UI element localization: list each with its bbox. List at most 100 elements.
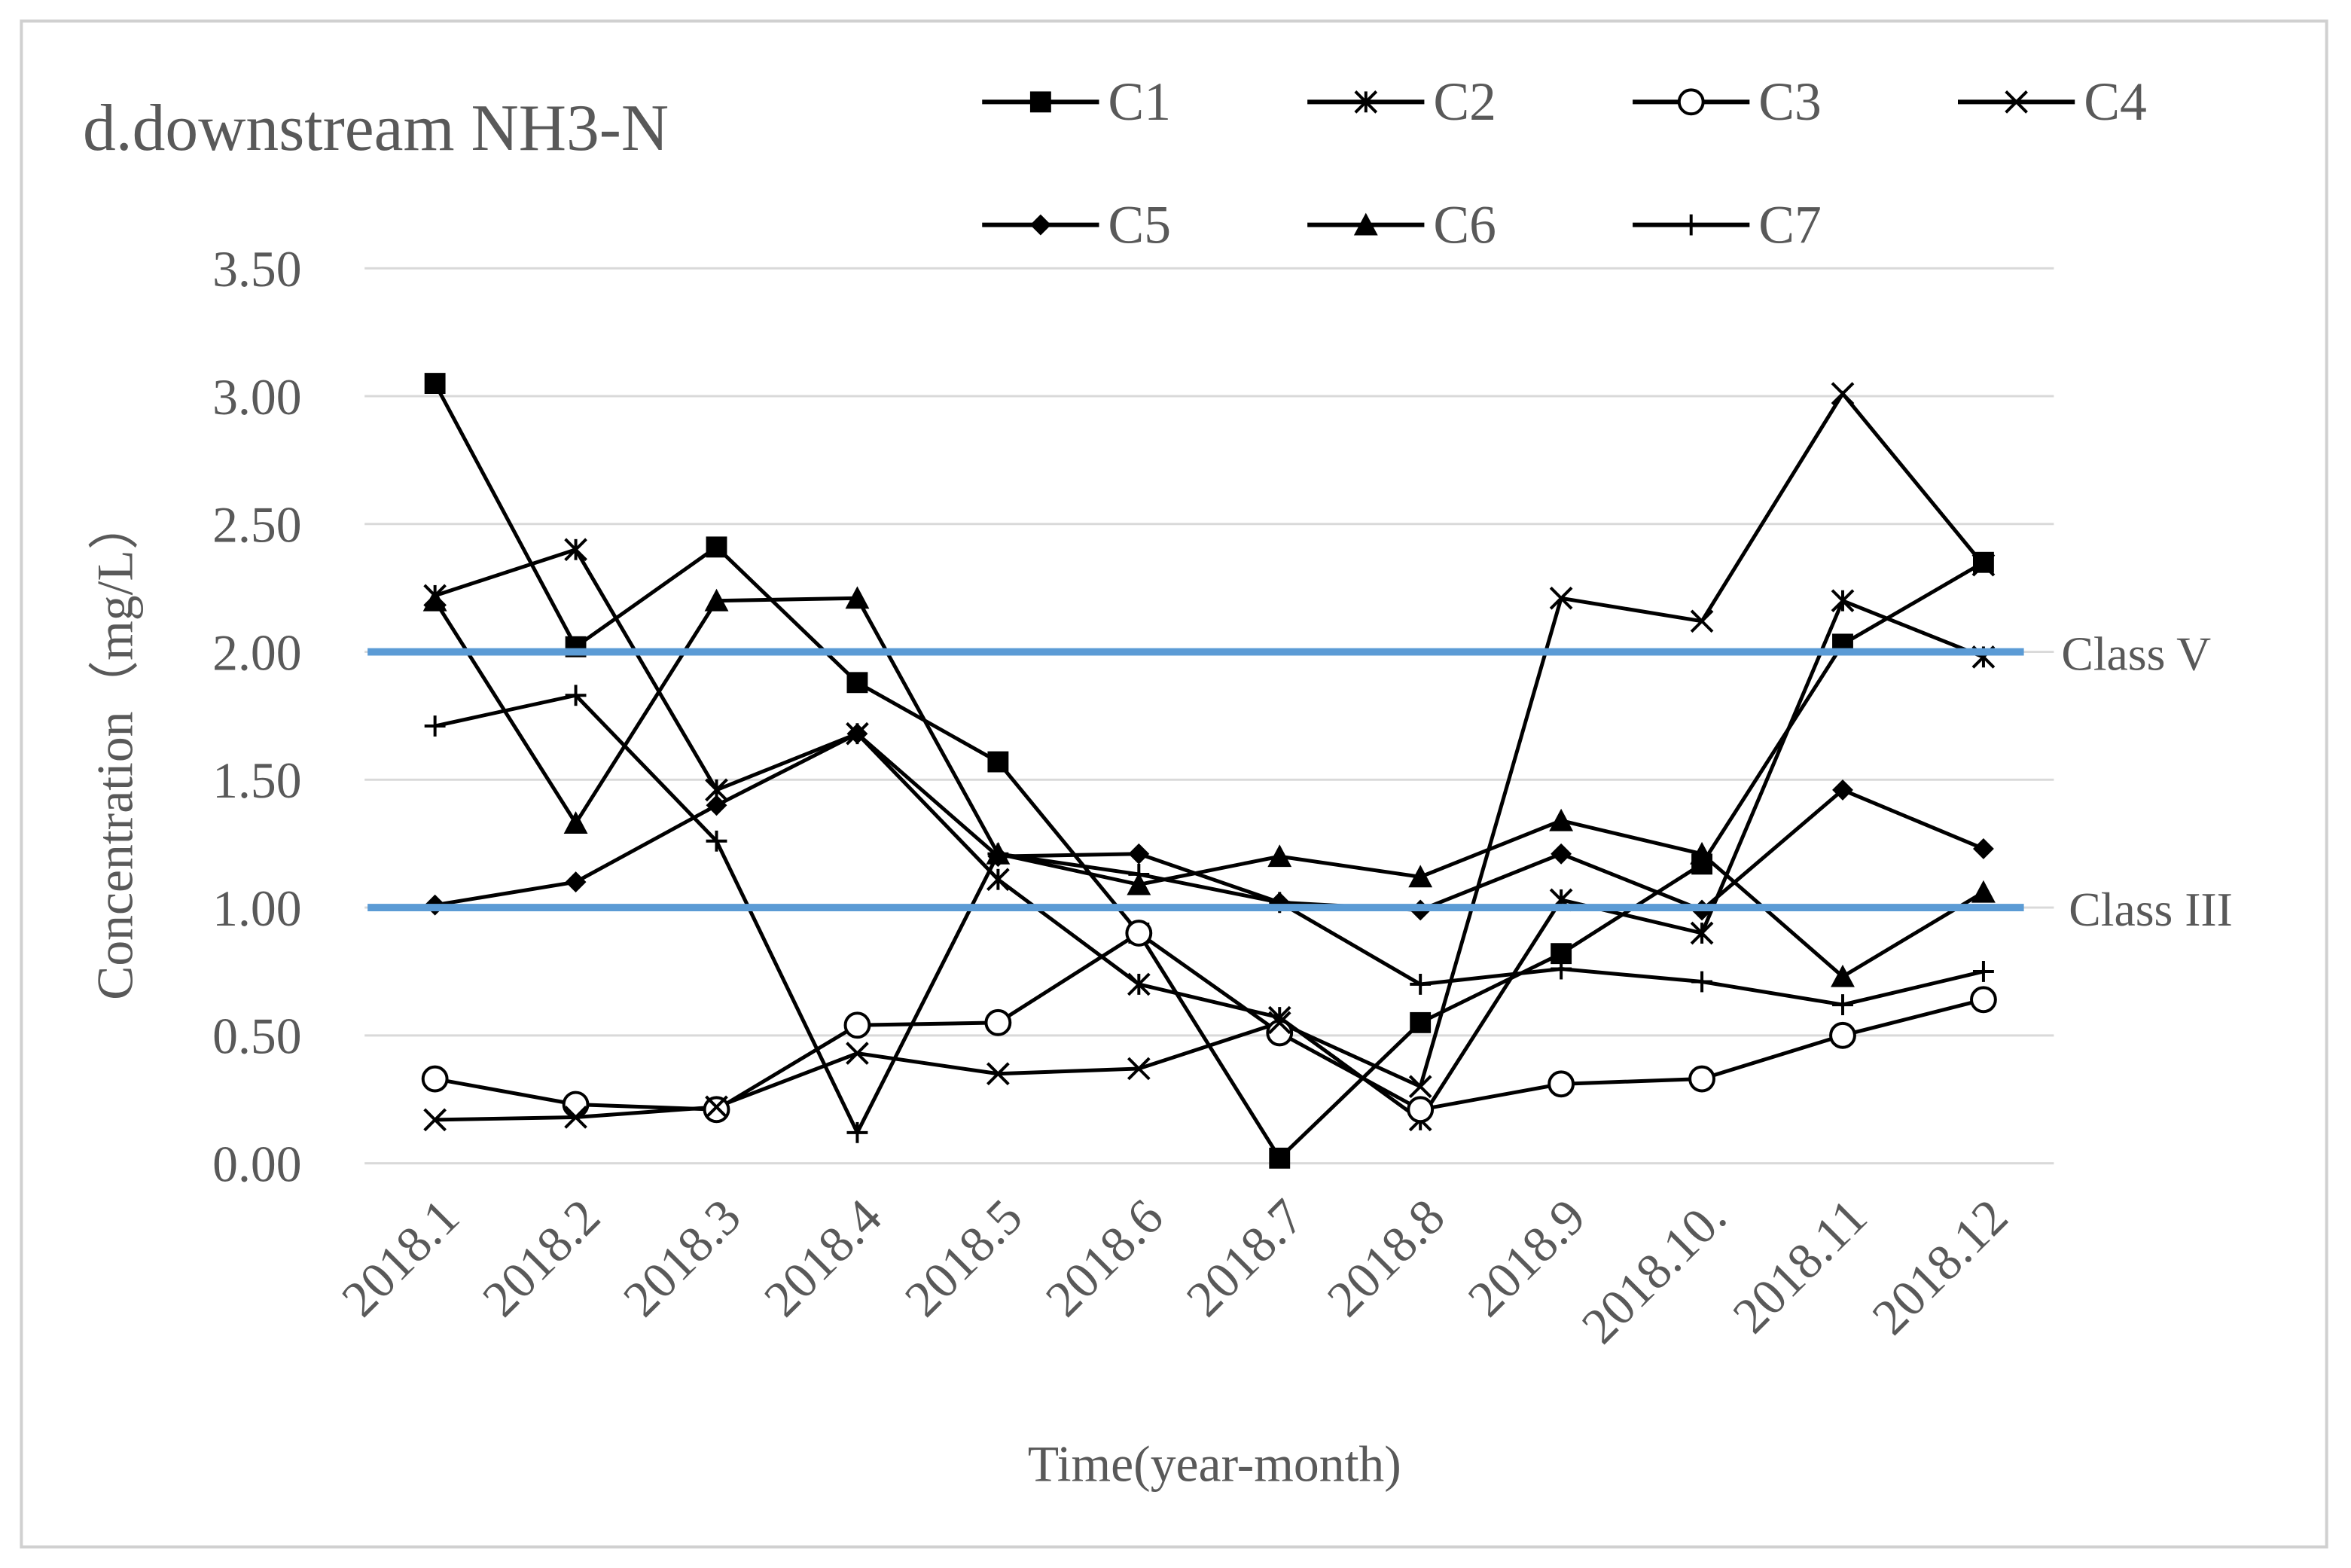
y-tick-label: 2.50	[212, 497, 301, 554]
y-tick-label: 0.50	[212, 1008, 301, 1065]
marker	[1549, 586, 1573, 610]
marker	[1128, 843, 1150, 865]
marker	[2005, 90, 2028, 114]
marker-part	[1127, 1057, 1151, 1081]
marker	[563, 811, 588, 834]
reference-label: Class III	[2069, 883, 2233, 936]
marker	[705, 1095, 728, 1119]
marker-part	[1829, 1021, 1856, 1049]
marker	[1677, 88, 1705, 116]
marker	[562, 1091, 590, 1118]
marker	[1551, 843, 1572, 865]
marker	[703, 1096, 730, 1124]
marker	[1354, 90, 1378, 114]
y-axis-title: Concentration（mg/L）	[87, 499, 144, 1000]
marker	[424, 373, 446, 395]
marker	[1691, 971, 1712, 993]
marker-part	[1831, 382, 1855, 405]
marker-part	[843, 1011, 871, 1039]
marker-part	[1831, 964, 1855, 987]
marker-part	[423, 1108, 447, 1132]
marker	[1408, 865, 1433, 888]
marker	[1125, 920, 1153, 947]
legend-label: C2	[1433, 72, 1496, 132]
marker-part	[564, 1106, 587, 1129]
series-line	[433, 596, 1985, 979]
marker	[984, 1008, 1012, 1036]
legend-label: C5	[1108, 195, 1171, 255]
marker	[987, 751, 1009, 773]
chart-border	[20, 19, 2328, 1549]
marker	[1972, 551, 1994, 573]
marker-part	[706, 795, 727, 816]
marker	[1408, 1075, 1432, 1099]
marker-part	[1971, 880, 1996, 903]
marker-part	[1269, 1147, 1291, 1169]
marker-part	[846, 1042, 869, 1065]
marker-part	[1407, 1096, 1435, 1124]
marker-part	[1548, 1070, 1575, 1098]
marker-part	[1353, 212, 1378, 236]
marker-part	[562, 1091, 590, 1118]
legend-label: C3	[1758, 72, 1822, 132]
y-tick-label: 1.50	[212, 752, 301, 809]
marker	[564, 1106, 587, 1129]
marker	[1549, 808, 1574, 831]
marker-part	[1690, 609, 1714, 633]
marker	[1029, 91, 1051, 113]
marker	[1127, 972, 1151, 996]
marker-part	[1690, 841, 1714, 865]
marker	[1680, 214, 1702, 236]
marker	[706, 795, 727, 816]
marker	[1127, 1057, 1151, 1081]
marker	[846, 672, 868, 694]
marker	[1353, 212, 1378, 236]
marker-part	[706, 536, 727, 558]
marker	[846, 1042, 869, 1065]
marker-part	[1971, 553, 1996, 577]
marker-part	[1125, 920, 1153, 947]
legend-label: C6	[1433, 195, 1496, 255]
marker	[987, 843, 1009, 865]
marker	[1029, 214, 1051, 236]
legend-label: C7	[1758, 195, 1822, 255]
marker-part	[705, 1095, 728, 1119]
marker	[1832, 779, 1853, 801]
series-line	[435, 693, 1984, 1137]
marker	[1690, 609, 1714, 633]
marker	[1832, 994, 1853, 1016]
marker-part	[1677, 88, 1705, 116]
marker-part	[1970, 986, 1997, 1014]
marker	[1831, 964, 1855, 987]
y-tick-label: 0.00	[212, 1136, 301, 1192]
marker	[1128, 863, 1150, 885]
series-line	[434, 547, 1984, 1123]
marker-part	[1551, 843, 1572, 865]
marker	[565, 685, 587, 706]
marker-part	[1410, 1011, 1432, 1033]
marker-part	[1029, 214, 1051, 236]
marker	[423, 1108, 447, 1132]
marker	[424, 715, 446, 737]
marker-part	[1832, 779, 1853, 801]
marker	[1971, 553, 1996, 577]
series-line	[435, 390, 1985, 1122]
marker-part	[1408, 865, 1433, 888]
y-tick-label: 2.00	[212, 624, 301, 681]
marker	[845, 586, 870, 609]
marker	[1269, 1147, 1291, 1169]
marker-part	[424, 373, 446, 395]
marker-part	[1972, 838, 1994, 859]
marker	[1690, 841, 1714, 865]
marker	[1267, 844, 1292, 868]
marker-part	[565, 871, 587, 893]
marker	[421, 1065, 449, 1093]
marker	[1831, 382, 1855, 405]
marker	[706, 536, 727, 558]
marker	[422, 588, 447, 612]
marker-part	[1267, 844, 1292, 868]
marker	[706, 830, 727, 852]
marker-part	[986, 1062, 1010, 1086]
marker-part	[1408, 1075, 1432, 1099]
